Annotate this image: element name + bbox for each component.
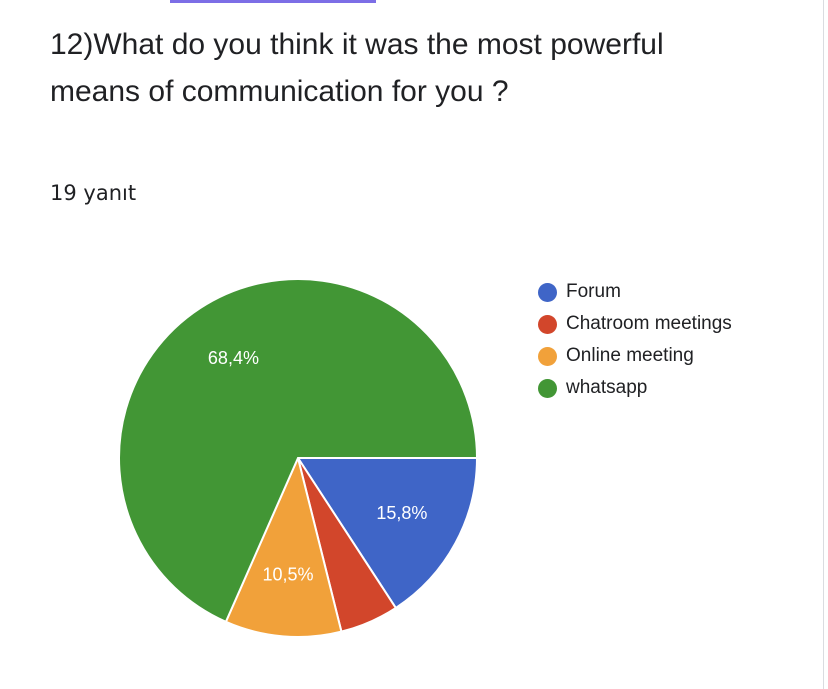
legend-label-online-meeting: Online meeting [566,345,694,366]
legend-label-whatsapp: whatsapp [566,377,648,398]
legend-swatch-forum [538,282,557,302]
pie-label-whatsapp: 68,4% [208,348,259,368]
legend-label-chatroom-meetings: Chatroom meetings [566,313,732,334]
response-count: 19 yanıt [50,181,137,205]
legend-item-online-meeting: Online meeting [538,340,732,372]
legend-swatch-online-meeting [538,346,557,366]
legend: Forum Chatroom meetings Online meeting w… [538,276,732,404]
pie-label-online-meeting: 10,5% [262,564,313,584]
legend-label-forum: Forum [566,281,621,302]
pie-label-forum: 15,8% [376,503,427,523]
pie-slice-whatsapp [118,278,479,624]
legend-swatch-chatroom-meetings [538,314,557,334]
legend-item-forum: Forum [538,276,732,308]
question-title: 12)What do you think it was the most pow… [50,28,664,108]
legend-item-whatsapp: whatsapp [538,372,732,404]
pie-slice-forum [296,457,479,610]
legend-item-chatroom-meetings: Chatroom meetings [538,308,732,340]
legend-swatch-whatsapp [538,378,557,398]
top-accent-bar [170,0,376,3]
pie-slice-online-meeting [224,454,343,638]
